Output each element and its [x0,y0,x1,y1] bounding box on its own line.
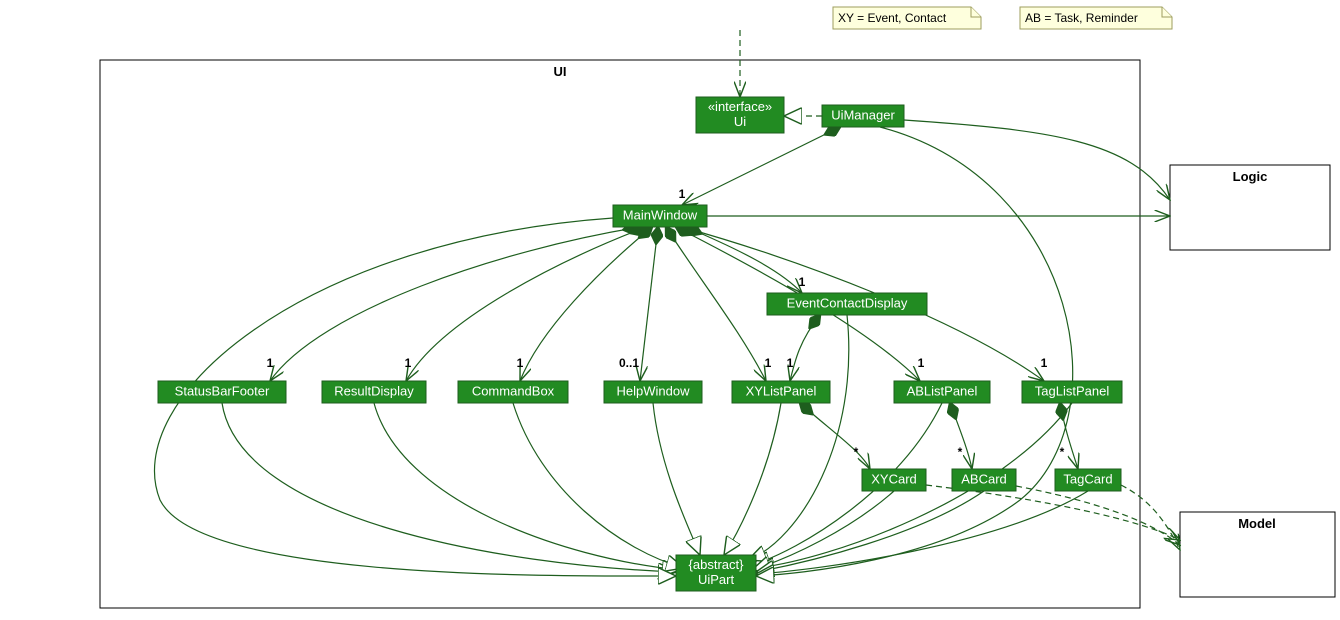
class-cmd: CommandBox [458,381,568,403]
class-uimanager: UiManager [822,105,904,127]
multiplicity-tagcard: * [1060,445,1065,459]
multiplicity-cmd: 1 [517,356,524,370]
multiplicity-ecd: 1 [799,275,806,289]
multiplicity-xylist2: 1 [787,356,794,370]
class-label: CommandBox [472,383,555,398]
class-mainwindow: MainWindow [613,205,707,227]
class-label: EventContactDisplay [787,295,908,310]
class-abcard: ABCard [952,469,1016,491]
class-ablist: ABListPanel [894,381,990,403]
multiplicity-xycard: * [854,445,859,459]
svg-text:XY = Event, Contact: XY = Event, Contact [838,11,947,25]
class-label: TagListPanel [1035,383,1110,398]
class-label: HelpWindow [617,383,691,398]
svg-text:Logic: Logic [1233,169,1268,184]
class-result: ResultDisplay [322,381,426,403]
class-ecd: EventContactDisplay [767,293,927,315]
multiplicity-taglist: 1 [1041,356,1048,370]
class-label: ResultDisplay [334,383,414,398]
class-label: MainWindow [623,207,698,222]
class-taglist: TagListPanel [1022,381,1122,403]
class-label: XYListPanel [746,383,817,398]
package-ui: UI [100,60,1140,608]
class-tagcard: TagCard [1055,469,1121,491]
multiplicity-help: 0..1 [619,356,639,370]
multiplicity-xylist: 1 [765,356,772,370]
class-label: ABCard [961,471,1007,486]
class-label: UiManager [831,107,895,122]
class-label: TagCard [1063,471,1112,486]
class-label: XYCard [871,471,917,486]
class-label: ABListPanel [907,383,978,398]
multiplicity-result: 1 [405,356,412,370]
class-help: HelpWindow [604,381,702,403]
package-model: Model [1180,512,1335,597]
svg-text:UI: UI [554,64,567,79]
note-xy: XY = Event, Contact [833,7,981,29]
package-logic: Logic [1170,165,1330,250]
class-ui_if: «interface»Ui [696,97,784,133]
multiplicity-abcard: * [958,445,963,459]
note-ab: AB = Task, Reminder [1020,7,1172,29]
svg-text:AB = Task, Reminder: AB = Task, Reminder [1025,11,1138,25]
multiplicity-status: 1 [267,356,274,370]
class-label: {abstract} [689,557,745,572]
multiplicity-mw: 1 [679,187,686,201]
class-label: Ui [734,114,746,129]
multiplicity-ablist: 1 [918,356,925,370]
class-label: UiPart [698,572,735,587]
class-xylist: XYListPanel [732,381,830,403]
class-status: StatusBarFooter [158,381,286,403]
class-xycard: XYCard [862,469,926,491]
class-label: StatusBarFooter [175,383,270,398]
class-label: «interface» [708,99,772,114]
svg-text:Model: Model [1238,516,1276,531]
class-uipart: {abstract}UiPart [676,555,756,591]
